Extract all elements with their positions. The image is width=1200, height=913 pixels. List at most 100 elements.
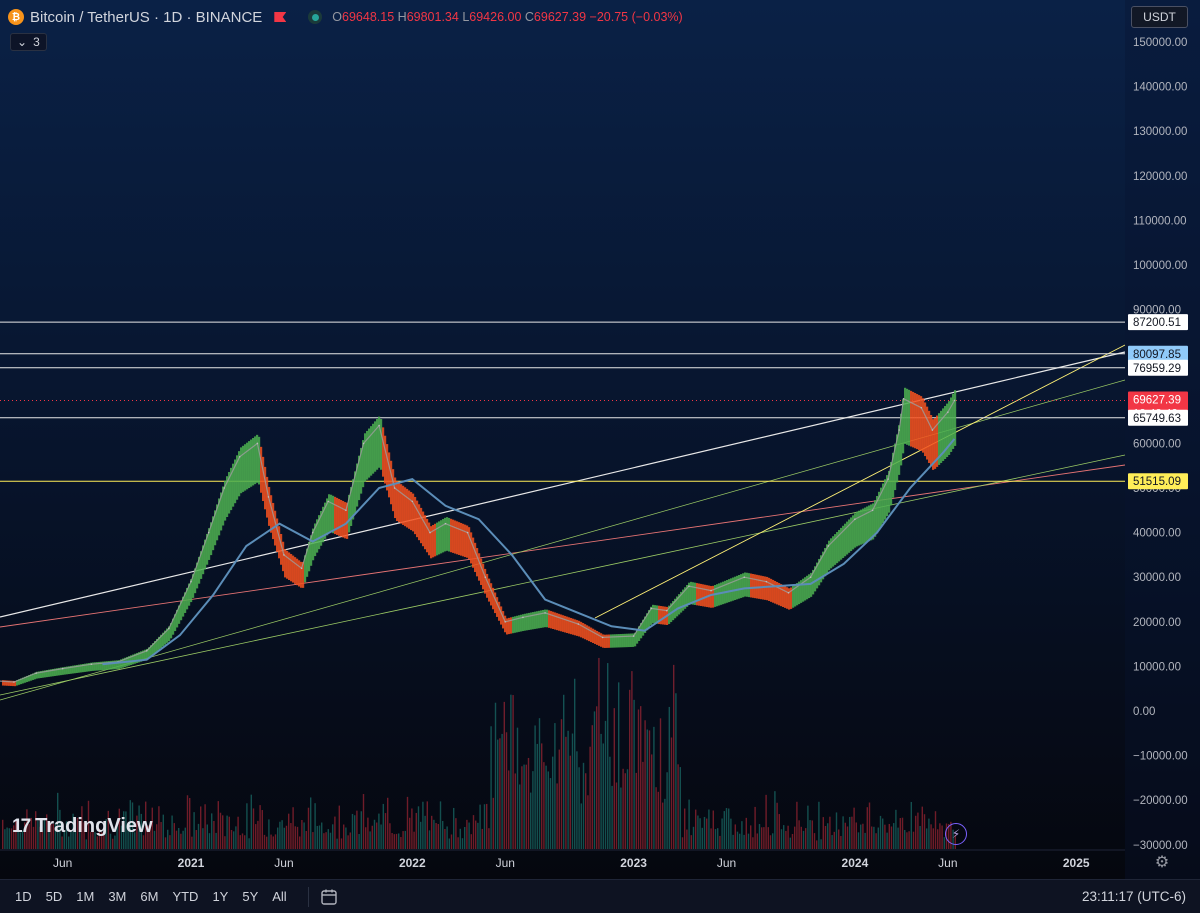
ribbon-segment (656, 605, 659, 624)
range-all-button[interactable]: All (272, 889, 287, 904)
range-1y-button[interactable]: 1Y (212, 889, 229, 904)
ribbon-segment (160, 634, 163, 649)
time-axis[interactable]: Jun 2021 Jun 2022 Jun 2023 Jun 2024 Jun 2025 (0, 849, 1125, 870)
volume-bar (52, 824, 54, 849)
volume-bar (640, 706, 642, 849)
volume-bar (479, 804, 481, 849)
volume-bar (116, 825, 118, 849)
price-tick-label: 100000.00 (1133, 260, 1187, 272)
price-label-box (1128, 314, 1188, 331)
ribbon-segment (298, 560, 301, 587)
calendar-icon[interactable] (319, 887, 339, 907)
volume-bar (879, 815, 882, 849)
ribbon-segment (308, 541, 311, 572)
price-tick-label: 20000.00 (1133, 617, 1181, 629)
volume-bar (98, 828, 101, 849)
range-1d-button[interactable]: 1D (15, 889, 32, 904)
bolt-icon[interactable]: ⚡ (945, 823, 967, 845)
ribbon-segment (246, 442, 249, 490)
ribbon-segment (272, 502, 275, 540)
ribbon-segment (140, 651, 143, 662)
volume-bar (241, 833, 244, 849)
time-tick-label: Jun (938, 856, 957, 870)
price-point (710, 589, 712, 592)
tradingview-logo[interactable]: 17 TradingView (12, 815, 153, 838)
ribbon-segment (602, 634, 605, 648)
volume-bar (450, 834, 453, 849)
volume-bar (367, 817, 369, 849)
volume-bar (109, 833, 112, 849)
ribbon-segment (934, 417, 937, 469)
ribbon-segment (584, 624, 587, 640)
ribbon-segment (748, 573, 751, 598)
range-ytd-button[interactable]: YTD (172, 889, 199, 904)
ribbon-segment (18, 679, 21, 685)
volume-bar (365, 827, 367, 849)
volume-bar (897, 827, 899, 849)
ribbon-segment (806, 575, 809, 600)
volume-bar (30, 817, 32, 849)
volume-bar (910, 801, 912, 849)
range-6m-button[interactable]: 6M (140, 889, 159, 904)
volume-bar (941, 825, 943, 849)
ribbon-segment (192, 574, 195, 598)
ribbon-segment (818, 558, 821, 586)
ribbon-segment (814, 566, 817, 592)
price-point (444, 522, 447, 525)
price-label-text: 69627.39 (1133, 394, 1181, 406)
ribbon-segment (586, 625, 589, 641)
ribbon-segment (660, 606, 663, 625)
volume-bar (534, 725, 536, 849)
flag-icon[interactable] (274, 12, 287, 22)
volume-bar (813, 833, 816, 849)
ribbon-segment (352, 479, 355, 520)
currency-button[interactable]: USDT (1131, 6, 1188, 28)
ribbon-segment (68, 666, 71, 675)
volume-bar (70, 831, 72, 849)
volume-bar (184, 827, 186, 849)
range-5d-button[interactable]: 5D (45, 889, 63, 904)
price-point (190, 580, 192, 583)
price-point (90, 663, 93, 665)
ribbon-segment (228, 472, 231, 514)
ribbon-segment (80, 664, 83, 673)
gear-icon[interactable]: ⚙ (1154, 854, 1170, 871)
symbol-title[interactable]: Bitcoin / TetherUS · 1D · BINANCE (30, 8, 263, 26)
ribbon-segment (658, 605, 661, 625)
ribbon-segment (768, 577, 771, 601)
ma-line (102, 438, 956, 666)
volume-bar (939, 823, 941, 849)
range-1m-button[interactable]: 1M (76, 889, 95, 904)
ribbon-segment (282, 541, 285, 572)
ribbon-segment (648, 610, 651, 628)
ribbon-segment (784, 586, 787, 608)
ribbon-segment (846, 521, 849, 555)
price-axis[interactable]: 150000.00 140000.00 130000.00 120000.00 1100… (1125, 0, 1200, 879)
ribbon-segment (376, 418, 379, 470)
price-chart[interactable]: 150000.00 140000.00 130000.00 120000.00 1100… (0, 0, 1200, 879)
ribbon-segment (942, 408, 945, 461)
volume-bar (314, 803, 316, 849)
ribbon-segment (78, 664, 81, 673)
ribbon-segment (178, 605, 181, 624)
ribbon-segment (8, 680, 11, 686)
range-3m-button[interactable]: 3M (108, 889, 127, 904)
price-point (920, 406, 923, 409)
clock-readout[interactable]: 23:11:17 (UTC-6) (1081, 889, 1186, 904)
ribbon-segment (58, 667, 61, 676)
volume-bar (761, 827, 763, 849)
ribbon-segment (90, 662, 93, 672)
volume-bar (576, 751, 578, 849)
ribbon-segment (952, 393, 955, 449)
volume-bar (505, 732, 508, 849)
volume-bar (340, 838, 343, 849)
range-5y-button[interactable]: 5Y (242, 889, 259, 904)
volume-bar (261, 810, 263, 849)
ribbon-segment (342, 501, 345, 538)
volume-bar (334, 816, 336, 849)
ribbon-segment (48, 669, 51, 677)
volume-bar (598, 657, 600, 849)
volume-bar (508, 770, 510, 849)
volume-bar (270, 834, 272, 849)
indicators-toggle[interactable]: ⌄ 3 (10, 33, 47, 51)
